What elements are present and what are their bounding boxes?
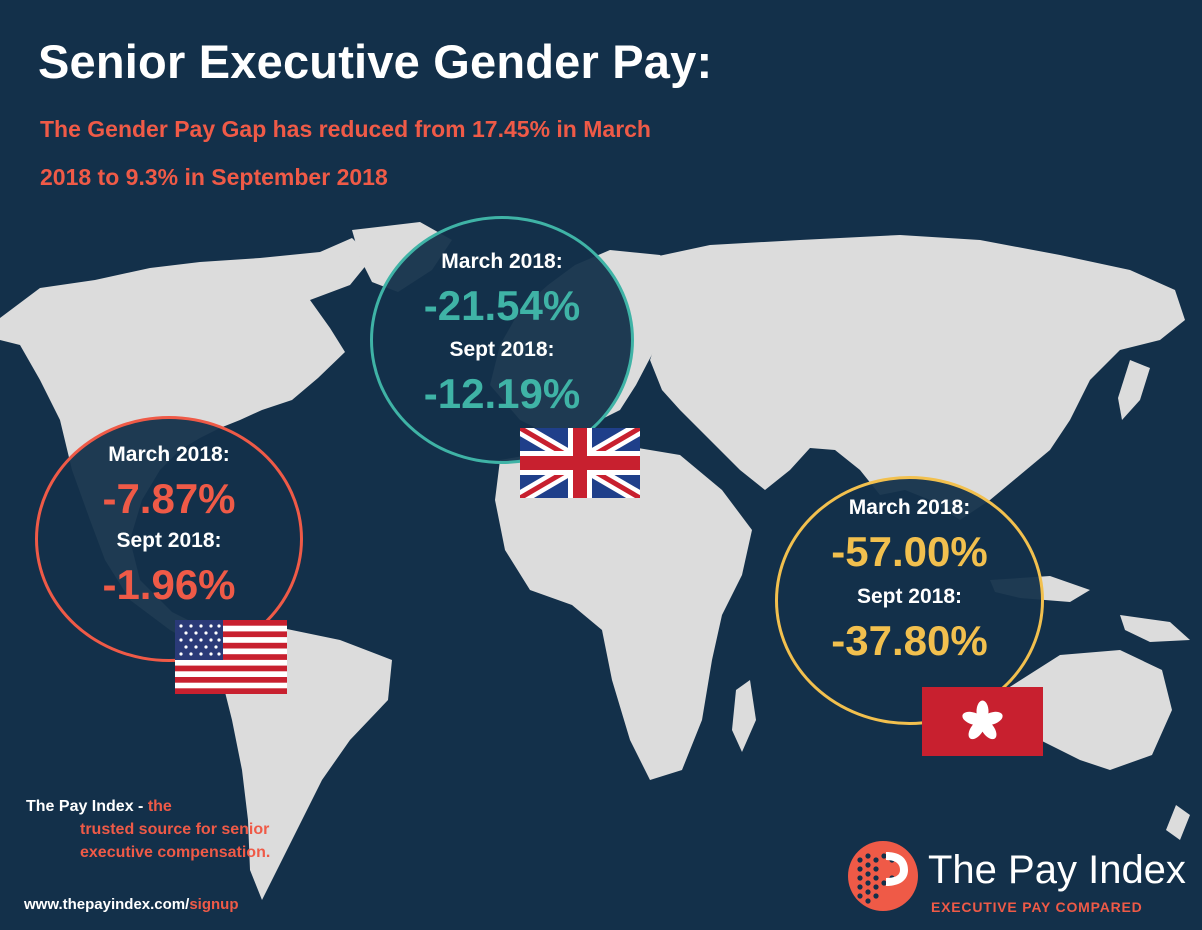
logo-tagline: EXECUTIVE PAY COMPARED <box>931 899 1143 915</box>
uk-pay-gap-bubble: March 2018: -21.54% Sept 2018: -12.19% <box>370 216 634 464</box>
hong-kong-flag-icon <box>922 687 1043 756</box>
us-pay-gap-bubble: March 2018: -7.87% Sept 2018: -1.96% <box>35 416 303 662</box>
hong-kong-pay-gap-bubble: March 2018: -57.00% Sept 2018: -37.80% <box>775 476 1044 725</box>
us-march-label: March 2018: <box>108 443 230 466</box>
hk-march-value: -57.00% <box>831 528 988 575</box>
hk-march-label: March 2018: <box>848 496 971 519</box>
us-sept-value: -1.96% <box>102 561 236 608</box>
tagline: The Pay Index - the trusted source for s… <box>26 795 270 864</box>
japan-landmass <box>1118 360 1150 420</box>
australia-landmass <box>1005 650 1172 770</box>
pay-index-logo-icon <box>848 841 918 911</box>
us-sept-label: Sept 2018: <box>116 529 222 552</box>
tagline-brand: The Pay Index - <box>26 798 148 815</box>
uk-sept-label: Sept 2018: <box>449 338 555 361</box>
tagline-rest-2: trusted source for senior <box>80 821 270 838</box>
asia-landmass <box>640 235 1185 520</box>
tagline-rest-3: executive compensation. <box>80 844 271 861</box>
uk-march-value: -21.54% <box>423 282 581 329</box>
uk-march-label: March 2018: <box>441 250 563 273</box>
tagline-rest-1: the <box>147 798 172 815</box>
new-guinea-landmass <box>1120 615 1190 642</box>
subtitle-line-1: The Gender Pay Gap has reduced from 17.4… <box>40 116 651 142</box>
hk-sept-label: Sept 2018: <box>856 585 963 608</box>
url-base: www.thepayindex.com/ <box>24 896 190 913</box>
uk-sept-value: -12.19% <box>423 370 581 417</box>
hk-sept-value: -37.80% <box>831 617 988 664</box>
africa-landmass <box>495 445 752 780</box>
madagascar-landmass <box>732 680 756 752</box>
logo-name: The Pay Index <box>928 848 1186 892</box>
page-title: Senior Executive Gender Pay: <box>38 35 713 88</box>
signup-link[interactable]: www.thepayindex.com/signup <box>24 896 239 913</box>
new-zealand-landmass <box>1166 805 1190 840</box>
us-march-value: -7.87% <box>102 475 236 522</box>
uk-flag-icon <box>520 428 640 498</box>
subtitle-line-2: 2018 to 9.3% in September 2018 <box>40 164 388 190</box>
url-path: signup <box>189 896 239 913</box>
south-america-landmass <box>222 628 392 900</box>
us-flag-icon <box>175 620 287 694</box>
